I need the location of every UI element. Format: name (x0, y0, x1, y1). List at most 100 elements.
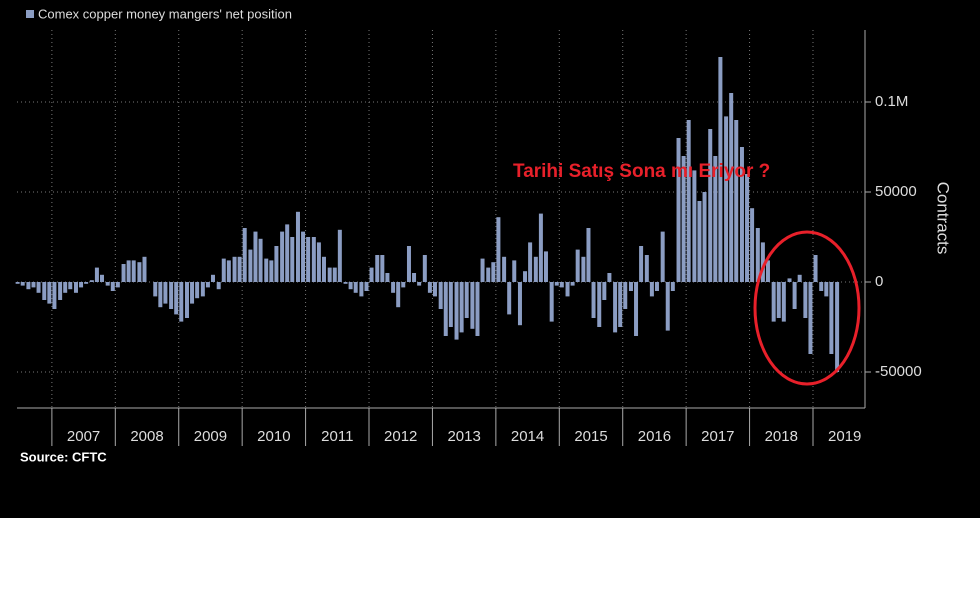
bar (792, 282, 797, 309)
bar (190, 282, 195, 304)
bar (295, 211, 300, 282)
bar (459, 282, 464, 333)
bar (549, 282, 554, 322)
bar (179, 282, 184, 322)
y-axis-label: Contracts (934, 182, 953, 255)
bar (554, 282, 559, 286)
bar (486, 267, 491, 282)
bar (628, 282, 633, 291)
bar (480, 258, 485, 282)
bar (242, 228, 247, 282)
bar (708, 129, 713, 282)
bar (507, 282, 512, 315)
bar (89, 280, 94, 282)
bar (835, 282, 840, 372)
bar (581, 256, 586, 282)
bar (115, 282, 120, 288)
bar (776, 282, 781, 318)
bar (237, 256, 242, 282)
bar (665, 282, 670, 331)
bar (797, 274, 802, 282)
bar (443, 282, 448, 336)
bar (142, 256, 147, 282)
bar (137, 262, 142, 282)
bar (68, 282, 73, 290)
bar (654, 282, 659, 291)
bar (375, 255, 380, 282)
x-tick-label: 2007 (67, 428, 100, 445)
bar (406, 246, 411, 282)
bar (491, 262, 496, 282)
bar (396, 282, 401, 308)
bar (26, 282, 31, 290)
bar (364, 282, 369, 291)
bar (343, 282, 348, 284)
bar (464, 282, 469, 318)
x-tick-label: 2016 (638, 428, 671, 445)
source: Source: CFTC (20, 449, 107, 464)
bar (618, 282, 623, 327)
bar (448, 282, 453, 327)
bar (591, 282, 596, 318)
bar (613, 282, 618, 333)
bar (644, 255, 649, 282)
bar (681, 156, 686, 282)
bar (623, 282, 628, 309)
annotation: Tarihi Satış Sona mı Eriyor ? (513, 161, 770, 182)
bar (502, 256, 507, 282)
bar (221, 258, 226, 282)
bar (216, 282, 221, 290)
bar (438, 282, 443, 309)
bar (771, 282, 776, 322)
y-tick-label: 50000 (875, 183, 917, 200)
x-tick-label: 2014 (511, 428, 544, 445)
bar (750, 208, 755, 282)
bar (52, 282, 57, 309)
bar (724, 116, 729, 283)
bar (327, 267, 332, 282)
bar (432, 282, 437, 297)
bar (285, 224, 290, 282)
bar (692, 170, 697, 282)
bar (110, 282, 115, 291)
bar (380, 255, 385, 282)
bar (454, 282, 459, 340)
bar (649, 282, 654, 297)
bar (131, 260, 136, 282)
bar (163, 282, 168, 304)
bar (824, 282, 829, 297)
bar (36, 282, 41, 293)
bar (84, 282, 89, 284)
bar (359, 282, 364, 297)
x-tick-label: 2008 (130, 428, 163, 445)
bar (412, 273, 417, 282)
bar (422, 255, 427, 282)
bar (634, 282, 639, 336)
bar (153, 282, 158, 297)
y-tick-label: 0 (875, 273, 883, 290)
bar (523, 271, 528, 282)
bar (829, 282, 834, 354)
bar (607, 273, 612, 282)
bar (269, 260, 274, 282)
bar (306, 237, 311, 282)
bar (676, 138, 681, 282)
x-tick-label: 2012 (384, 428, 417, 445)
bar (787, 278, 792, 282)
bar (47, 282, 52, 304)
bar (559, 282, 564, 288)
bar (73, 282, 78, 293)
bar (475, 282, 480, 336)
y-tick-label: -50000 (875, 363, 922, 380)
bar (121, 264, 126, 282)
bar (321, 256, 326, 282)
bar (385, 273, 390, 282)
bar (528, 242, 533, 282)
bar (311, 237, 316, 282)
bar (280, 231, 285, 282)
bar (301, 231, 306, 282)
bar (570, 282, 575, 286)
bar (290, 237, 295, 282)
x-tick-label: 2010 (257, 428, 290, 445)
bar (739, 147, 744, 282)
